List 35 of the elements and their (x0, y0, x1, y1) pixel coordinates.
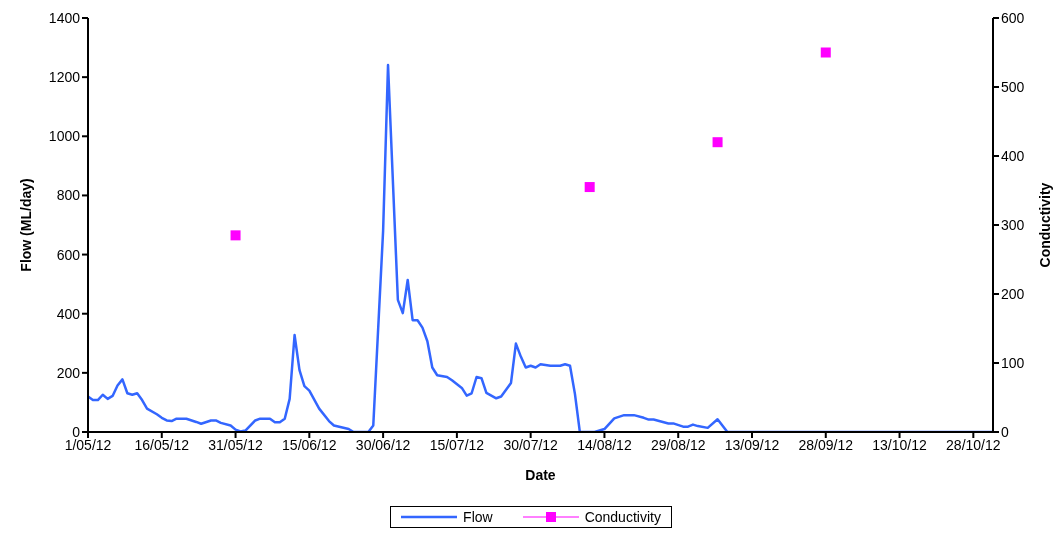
x-tick-label: 14/08/12 (577, 436, 632, 453)
point (712, 137, 723, 148)
y2-axis-title: Conductivity (1036, 182, 1053, 268)
y-tick-label: 1400 (48, 9, 81, 26)
x-tick-label: 15/06/12 (282, 436, 337, 453)
x-tick-label: 28/09/12 (798, 436, 854, 453)
y-tick-label: 1200 (48, 69, 81, 86)
x-tick-label: 31/05/12 (208, 436, 264, 453)
point (230, 230, 241, 241)
point (584, 182, 595, 193)
y2-tick-label: 600 (1001, 9, 1025, 26)
x-tick-label: 13/10/12 (872, 436, 928, 453)
y-tick-label: 400 (56, 305, 81, 322)
point (820, 47, 831, 58)
legend-label: Flow (463, 509, 493, 525)
y-tick-label: 200 (56, 364, 81, 381)
x-tick-label: 29/08/12 (650, 436, 706, 453)
x-axis-title: Date (525, 467, 556, 483)
y2-tick-label: 300 (1001, 216, 1025, 233)
x-tick-label: 16/05/12 (134, 436, 190, 453)
y-axis-title: Flow (ML/day) (17, 178, 34, 272)
legend-label: Conductivity (584, 509, 661, 525)
y-tick-label: 600 (56, 246, 81, 263)
x-tick-label: 30/06/12 (355, 436, 411, 453)
x-tick-label: 15/07/12 (429, 436, 485, 453)
y2-tick-label: 0 (1001, 423, 1009, 440)
y2-tick-label: 200 (1001, 285, 1025, 302)
x-tick-label: 28/10/12 (946, 436, 1001, 453)
x-tick-label: 13/09/12 (724, 436, 780, 453)
y2-tick-label: 500 (1001, 78, 1025, 95)
y-tick-label: 1000 (48, 128, 81, 145)
x-tick-label: 30/07/12 (503, 436, 559, 453)
y2-tick-label: 400 (1001, 147, 1025, 164)
y-tick-label: 800 (56, 187, 81, 204)
y2-tick-label: 100 (1001, 354, 1025, 371)
